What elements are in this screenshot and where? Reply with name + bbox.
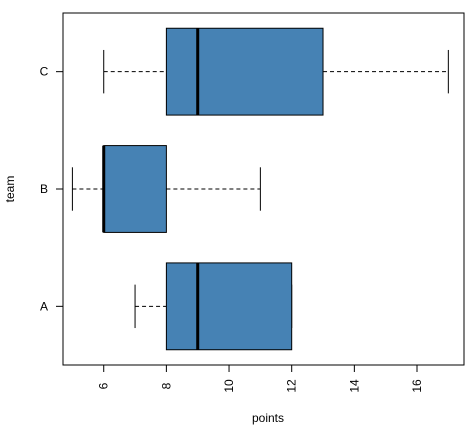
box-C	[103, 27, 449, 116]
y-tick-label: B	[40, 182, 48, 196]
x-axis-label: points	[252, 411, 284, 425]
box-B	[71, 145, 261, 233]
x-tick-label: 12	[285, 379, 299, 393]
x-tick-label: 16	[410, 379, 424, 393]
y-tick-label: A	[40, 299, 48, 313]
y-tick-label: C	[40, 65, 49, 79]
y-axis-label: team	[3, 176, 17, 203]
box-iqr	[165, 27, 324, 116]
box-A	[134, 262, 293, 351]
box-iqr	[165, 262, 293, 351]
x-axis: 6 8 10 12 14 16	[97, 364, 424, 393]
box-iqr	[103, 145, 167, 233]
y-axis: A B C	[40, 65, 64, 313]
x-tick-label: 14	[347, 379, 361, 393]
boxes	[71, 27, 449, 351]
x-tick-label: 6	[97, 382, 111, 389]
x-tick-label: 10	[222, 379, 236, 393]
x-tick-label: 8	[159, 382, 173, 389]
